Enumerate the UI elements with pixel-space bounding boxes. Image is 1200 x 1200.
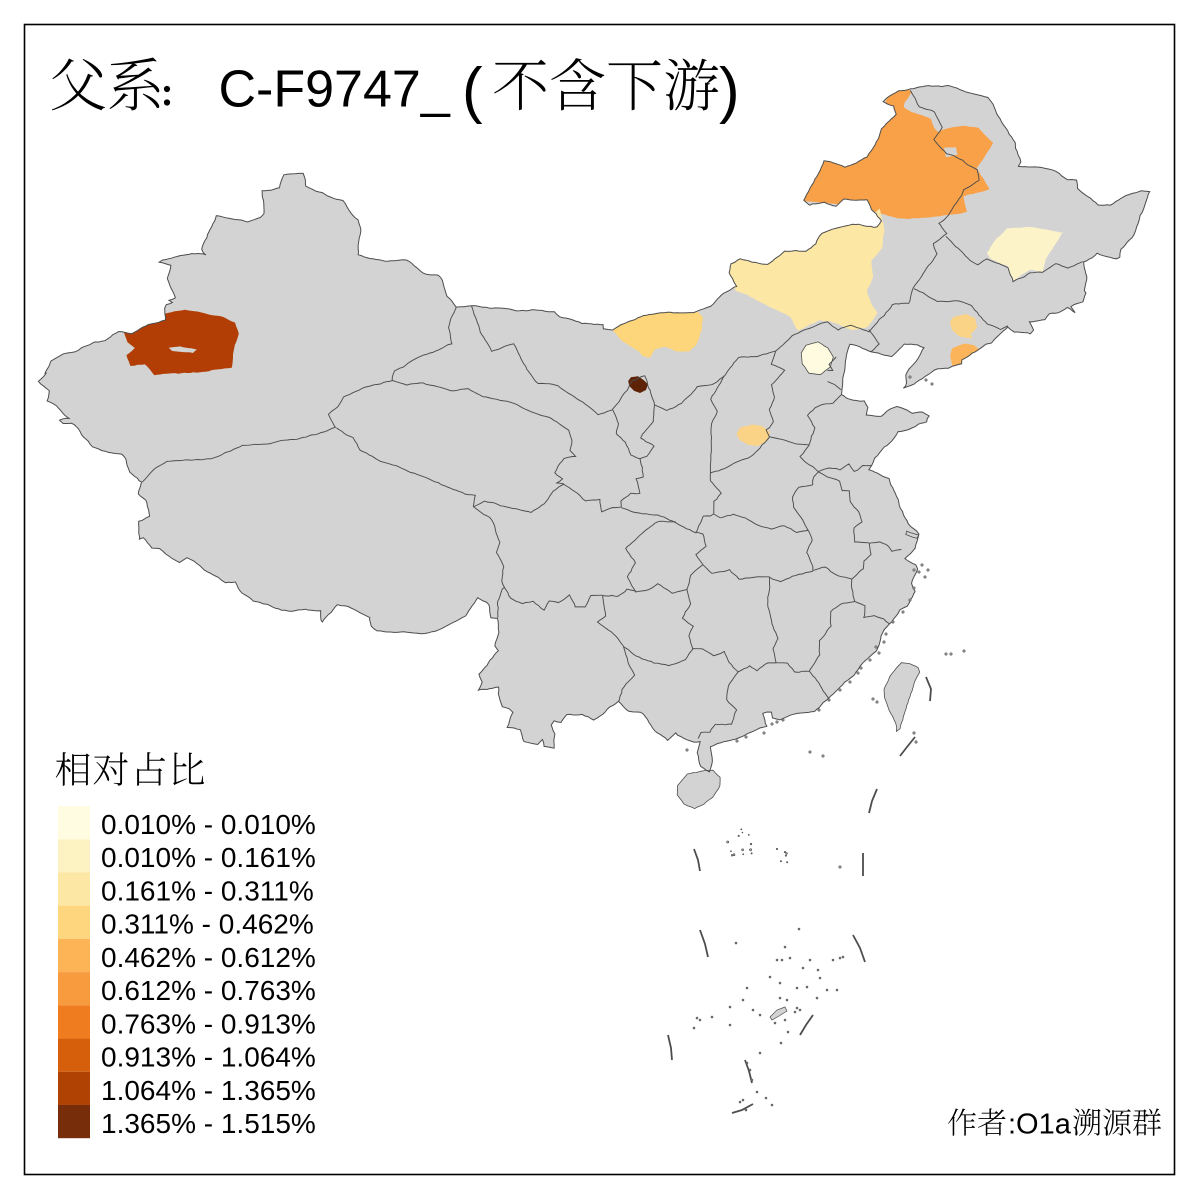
svg-text::O1a: :O1a xyxy=(1008,1109,1072,1141)
svg-text:): ) xyxy=(719,56,740,125)
svg-text:0.010% - 0.010%: 0.010% - 0.010% xyxy=(101,809,316,840)
svg-text:0.010% - 0.161%: 0.010% - 0.161% xyxy=(101,842,316,873)
svg-text:0.462% - 0.612%: 0.462% - 0.612% xyxy=(101,942,316,973)
svg-text:0.612% - 0.763%: 0.612% - 0.763% xyxy=(101,975,316,1006)
svg-text:1.365% - 1.515%: 1.365% - 1.515% xyxy=(101,1108,316,1139)
svg-text:0.763% - 0.913%: 0.763% - 0.913% xyxy=(101,1008,316,1039)
svg-text:(: ( xyxy=(462,56,483,125)
svg-text:0.311% - 0.462%: 0.311% - 0.462% xyxy=(101,909,314,940)
svg-text:1.064% - 1.365%: 1.064% - 1.365% xyxy=(101,1075,316,1106)
svg-text:0.161% - 0.311%: 0.161% - 0.311% xyxy=(101,875,314,906)
svg-text:C-F9747_: C-F9747_ xyxy=(219,61,451,119)
svg-text:0.913% - 1.064%: 0.913% - 1.064% xyxy=(101,1042,316,1073)
